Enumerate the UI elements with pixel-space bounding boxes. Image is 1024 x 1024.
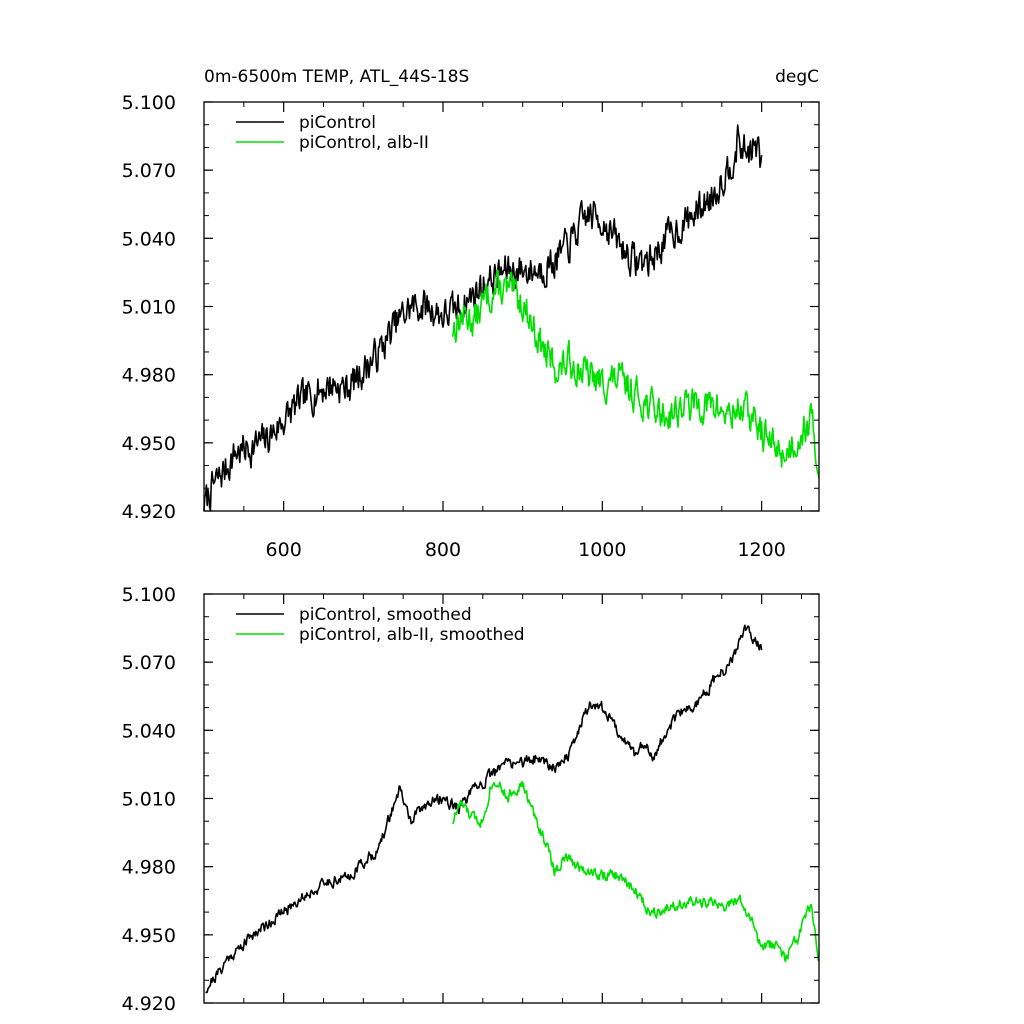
series-line-picontrol <box>205 624 763 994</box>
series-line-alb-ii <box>451 780 820 963</box>
legend-label: piControl, alb-II, smoothed <box>299 625 525 645</box>
units-label: degC <box>775 67 819 87</box>
y-tick-label: 5.100 <box>122 92 176 114</box>
y-tick-label: 4.920 <box>122 501 176 523</box>
y-tick-label: 5.010 <box>122 789 176 811</box>
legend-label: piControl, smoothed <box>299 605 472 625</box>
y-tick-label: 5.010 <box>122 297 176 319</box>
y-tick-label: 4.980 <box>122 857 176 879</box>
y-tick-label: 4.950 <box>122 925 176 947</box>
y-tick-label: 5.100 <box>122 584 176 606</box>
y-tick-label: 5.040 <box>122 228 176 250</box>
chart-title: 0m-6500m TEMP, ATL_44S-18S <box>204 67 469 87</box>
y-tick-label: 5.040 <box>122 720 176 742</box>
series-line-picontrol <box>203 124 763 512</box>
x-tick-label: 600 <box>266 539 302 561</box>
legend-label: piControl <box>299 113 376 133</box>
series-line-alb-ii <box>451 269 820 479</box>
y-tick-label: 5.070 <box>122 652 176 674</box>
y-tick-label: 4.920 <box>122 993 176 1015</box>
x-tick-label: 1200 <box>737 539 785 561</box>
x-tick-label: 1000 <box>578 539 626 561</box>
bottom-panel: 4.920 4.950 4.980 5.010 5.040 5.070 5.100 piCo… <box>122 584 820 1015</box>
x-tick-label: 800 <box>425 539 461 561</box>
legend-label: piControl, alb-II <box>299 133 429 153</box>
y-tick-label: 5.070 <box>122 160 176 182</box>
y-tick-label: 4.950 <box>122 433 176 455</box>
y-tick-label: 4.980 <box>122 365 176 387</box>
plot-frame <box>203 593 820 1004</box>
top-panel: 0m-6500m TEMP, ATL_44S-18S degC 4.920 4.9… <box>122 67 820 561</box>
